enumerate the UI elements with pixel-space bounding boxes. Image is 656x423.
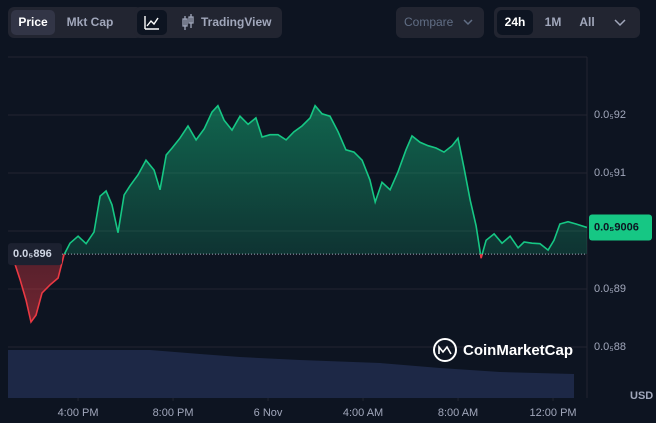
- range-button[interactable]: 24h: [505, 15, 526, 29]
- baseline-badge: [8, 243, 62, 266]
- watermark: CoinMarketCap: [463, 342, 573, 359]
- baseline-label: 0.0₅896: [13, 248, 52, 260]
- range-button[interactable]: All: [579, 15, 594, 29]
- currency-label: USD: [630, 390, 653, 402]
- compare-dropdown[interactable]: [396, 7, 484, 38]
- y-tick-label: 0.0₅88: [594, 341, 626, 353]
- price-label: Price: [18, 15, 48, 29]
- area-up: [8, 105, 587, 255]
- line-layer: [8, 104, 587, 324]
- candle-icon: [182, 14, 194, 30]
- price-line: [8, 104, 587, 255]
- last-price-label: 0.0₅9006: [594, 221, 639, 233]
- watermark-logo: [438, 344, 452, 355]
- x-tick-label: 8:00 AM: [438, 407, 478, 419]
- x-tick-label: 6 Nov: [254, 407, 283, 419]
- x-tick-label: 8:00 PM: [153, 407, 194, 419]
- y-tick-label: 0.0₅92: [594, 109, 626, 121]
- market-cap-button[interactable]: Mkt Cap: [67, 15, 114, 29]
- y-tick-label: 0.0₅89: [594, 283, 626, 295]
- chevron-icon: [463, 19, 473, 26]
- x-tick-label: 12:00 PM: [529, 407, 576, 419]
- compare-label: Compare: [404, 15, 454, 29]
- y-tick-label: 0.0₅91: [594, 167, 626, 179]
- x-tick-label: 4:00 AM: [343, 407, 383, 419]
- tradingview-button[interactable]: TradingView: [201, 15, 272, 29]
- volume-area: [8, 350, 574, 398]
- x-tick-label: 4:00 PM: [58, 407, 99, 419]
- area-layer: [8, 105, 587, 322]
- range-button[interactable]: 1M: [545, 15, 562, 29]
- chevron-icon[interactable]: [614, 19, 626, 27]
- price-button[interactable]: [11, 10, 55, 35]
- chart-style-group: [134, 7, 282, 38]
- line-chart-icon: [144, 16, 159, 30]
- watermark-logo: [433, 338, 457, 362]
- last-price-badge: [589, 214, 652, 241]
- range-active: [497, 10, 533, 35]
